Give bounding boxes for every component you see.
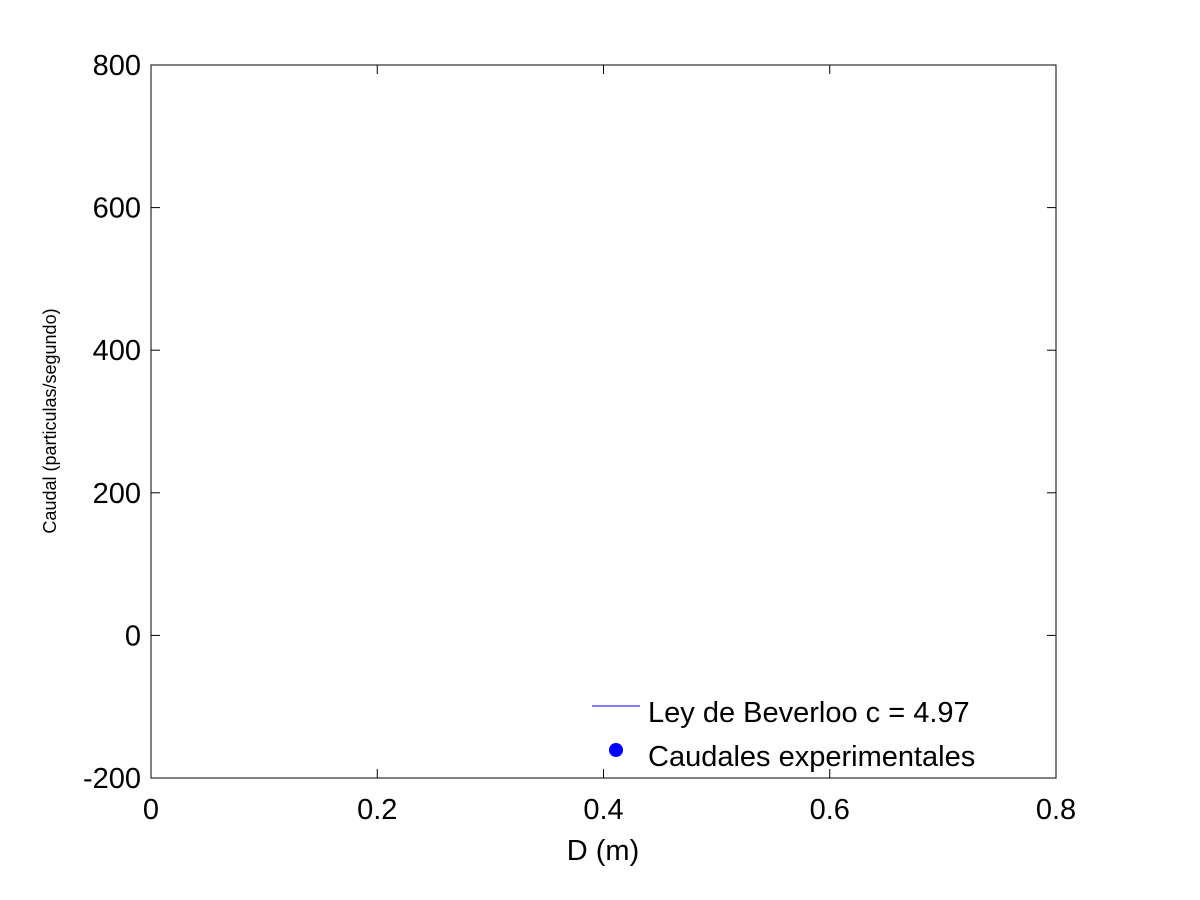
y-tick-label: -200 (83, 763, 141, 795)
x-axis-label: D (m) (567, 835, 639, 867)
x-tick-label: 0.2 (357, 794, 397, 826)
x-tick-label: 0.8 (1036, 794, 1076, 826)
x-tick-label: 0.4 (583, 794, 623, 826)
x-tick-label: 0 (143, 794, 159, 826)
y-tick-label: 400 (93, 335, 141, 367)
y-axis-ticks: -200 0 200 400 600 800 (83, 50, 1056, 795)
y-tick-label: 200 (93, 478, 141, 510)
legend: Ley de Beverloo c = 4.97 Caudales experi… (592, 697, 975, 773)
legend-label-experimental: Caudales experimentales (648, 741, 975, 773)
y-tick-label: 800 (93, 50, 141, 82)
y-tick-label: 600 (93, 193, 141, 225)
legend-marker-swatch (609, 743, 623, 757)
legend-label-beverloo: Ley de Beverloo c = 4.97 (648, 697, 970, 729)
y-axis-label: Caudal (particulas/segundo) (40, 308, 60, 533)
y-tick-label: 0 (125, 620, 141, 652)
x-axis-ticks: 0 0.2 0.4 0.6 0.8 (143, 65, 1076, 826)
x-tick-label: 0.6 (810, 794, 850, 826)
